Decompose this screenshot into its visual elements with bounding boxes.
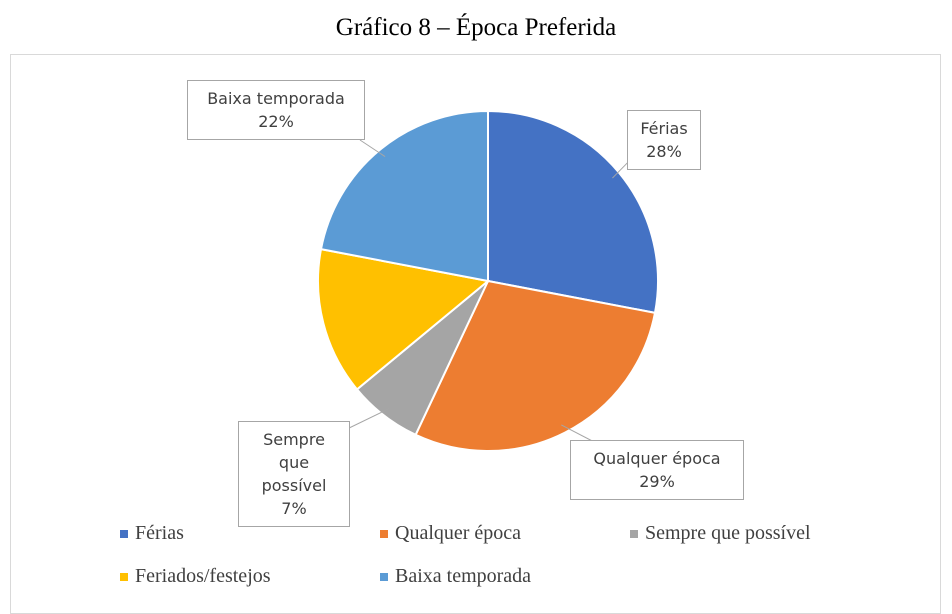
legend-item: Feriados/festejos (120, 565, 271, 588)
legend-swatch (380, 529, 388, 538)
legend-item: Férias (120, 522, 184, 545)
legend-item: Qualquer época (380, 522, 521, 545)
legend-swatch (630, 529, 638, 538)
legend-item: Sempre que possível (630, 522, 811, 545)
data-label-value: 28% (646, 142, 682, 161)
data-label-value: 29% (639, 472, 675, 491)
data-label: Férias 28% (627, 110, 701, 170)
data-label-category: Sempre que possível (261, 430, 327, 495)
data-label-category: Férias (640, 119, 688, 138)
data-label-category: Qualquer época (593, 449, 721, 468)
legend-label: Férias (135, 522, 184, 544)
legend-item: Baixa temporada (380, 565, 531, 588)
chart-title: Gráfico 8 – Época Preferida (335, 14, 617, 41)
legend-label: Baixa temporada (395, 565, 532, 587)
legend-label: Qualquer época (395, 522, 522, 544)
leader-line (359, 139, 386, 157)
data-label-category: Baixa temporada (207, 89, 345, 108)
legend-swatch (380, 572, 388, 581)
leader-line (344, 408, 390, 431)
pie-slice (487, 109, 659, 315)
pie-slice (319, 109, 489, 283)
legend-label: Feriados/festejos (135, 565, 271, 587)
pie-slice (317, 247, 491, 391)
legend-swatch (120, 572, 128, 581)
legend-swatch (120, 529, 128, 538)
data-label-value: 22% (258, 112, 294, 131)
data-label: Sempre que possível 7% (238, 421, 350, 527)
pie-slice (414, 279, 657, 452)
data-label-value: 7% (281, 499, 307, 518)
data-label: Qualquer época 29% (570, 440, 744, 500)
legend-label: Sempre que possível (645, 522, 811, 544)
data-label: Baixa temporada 22% (187, 80, 365, 140)
